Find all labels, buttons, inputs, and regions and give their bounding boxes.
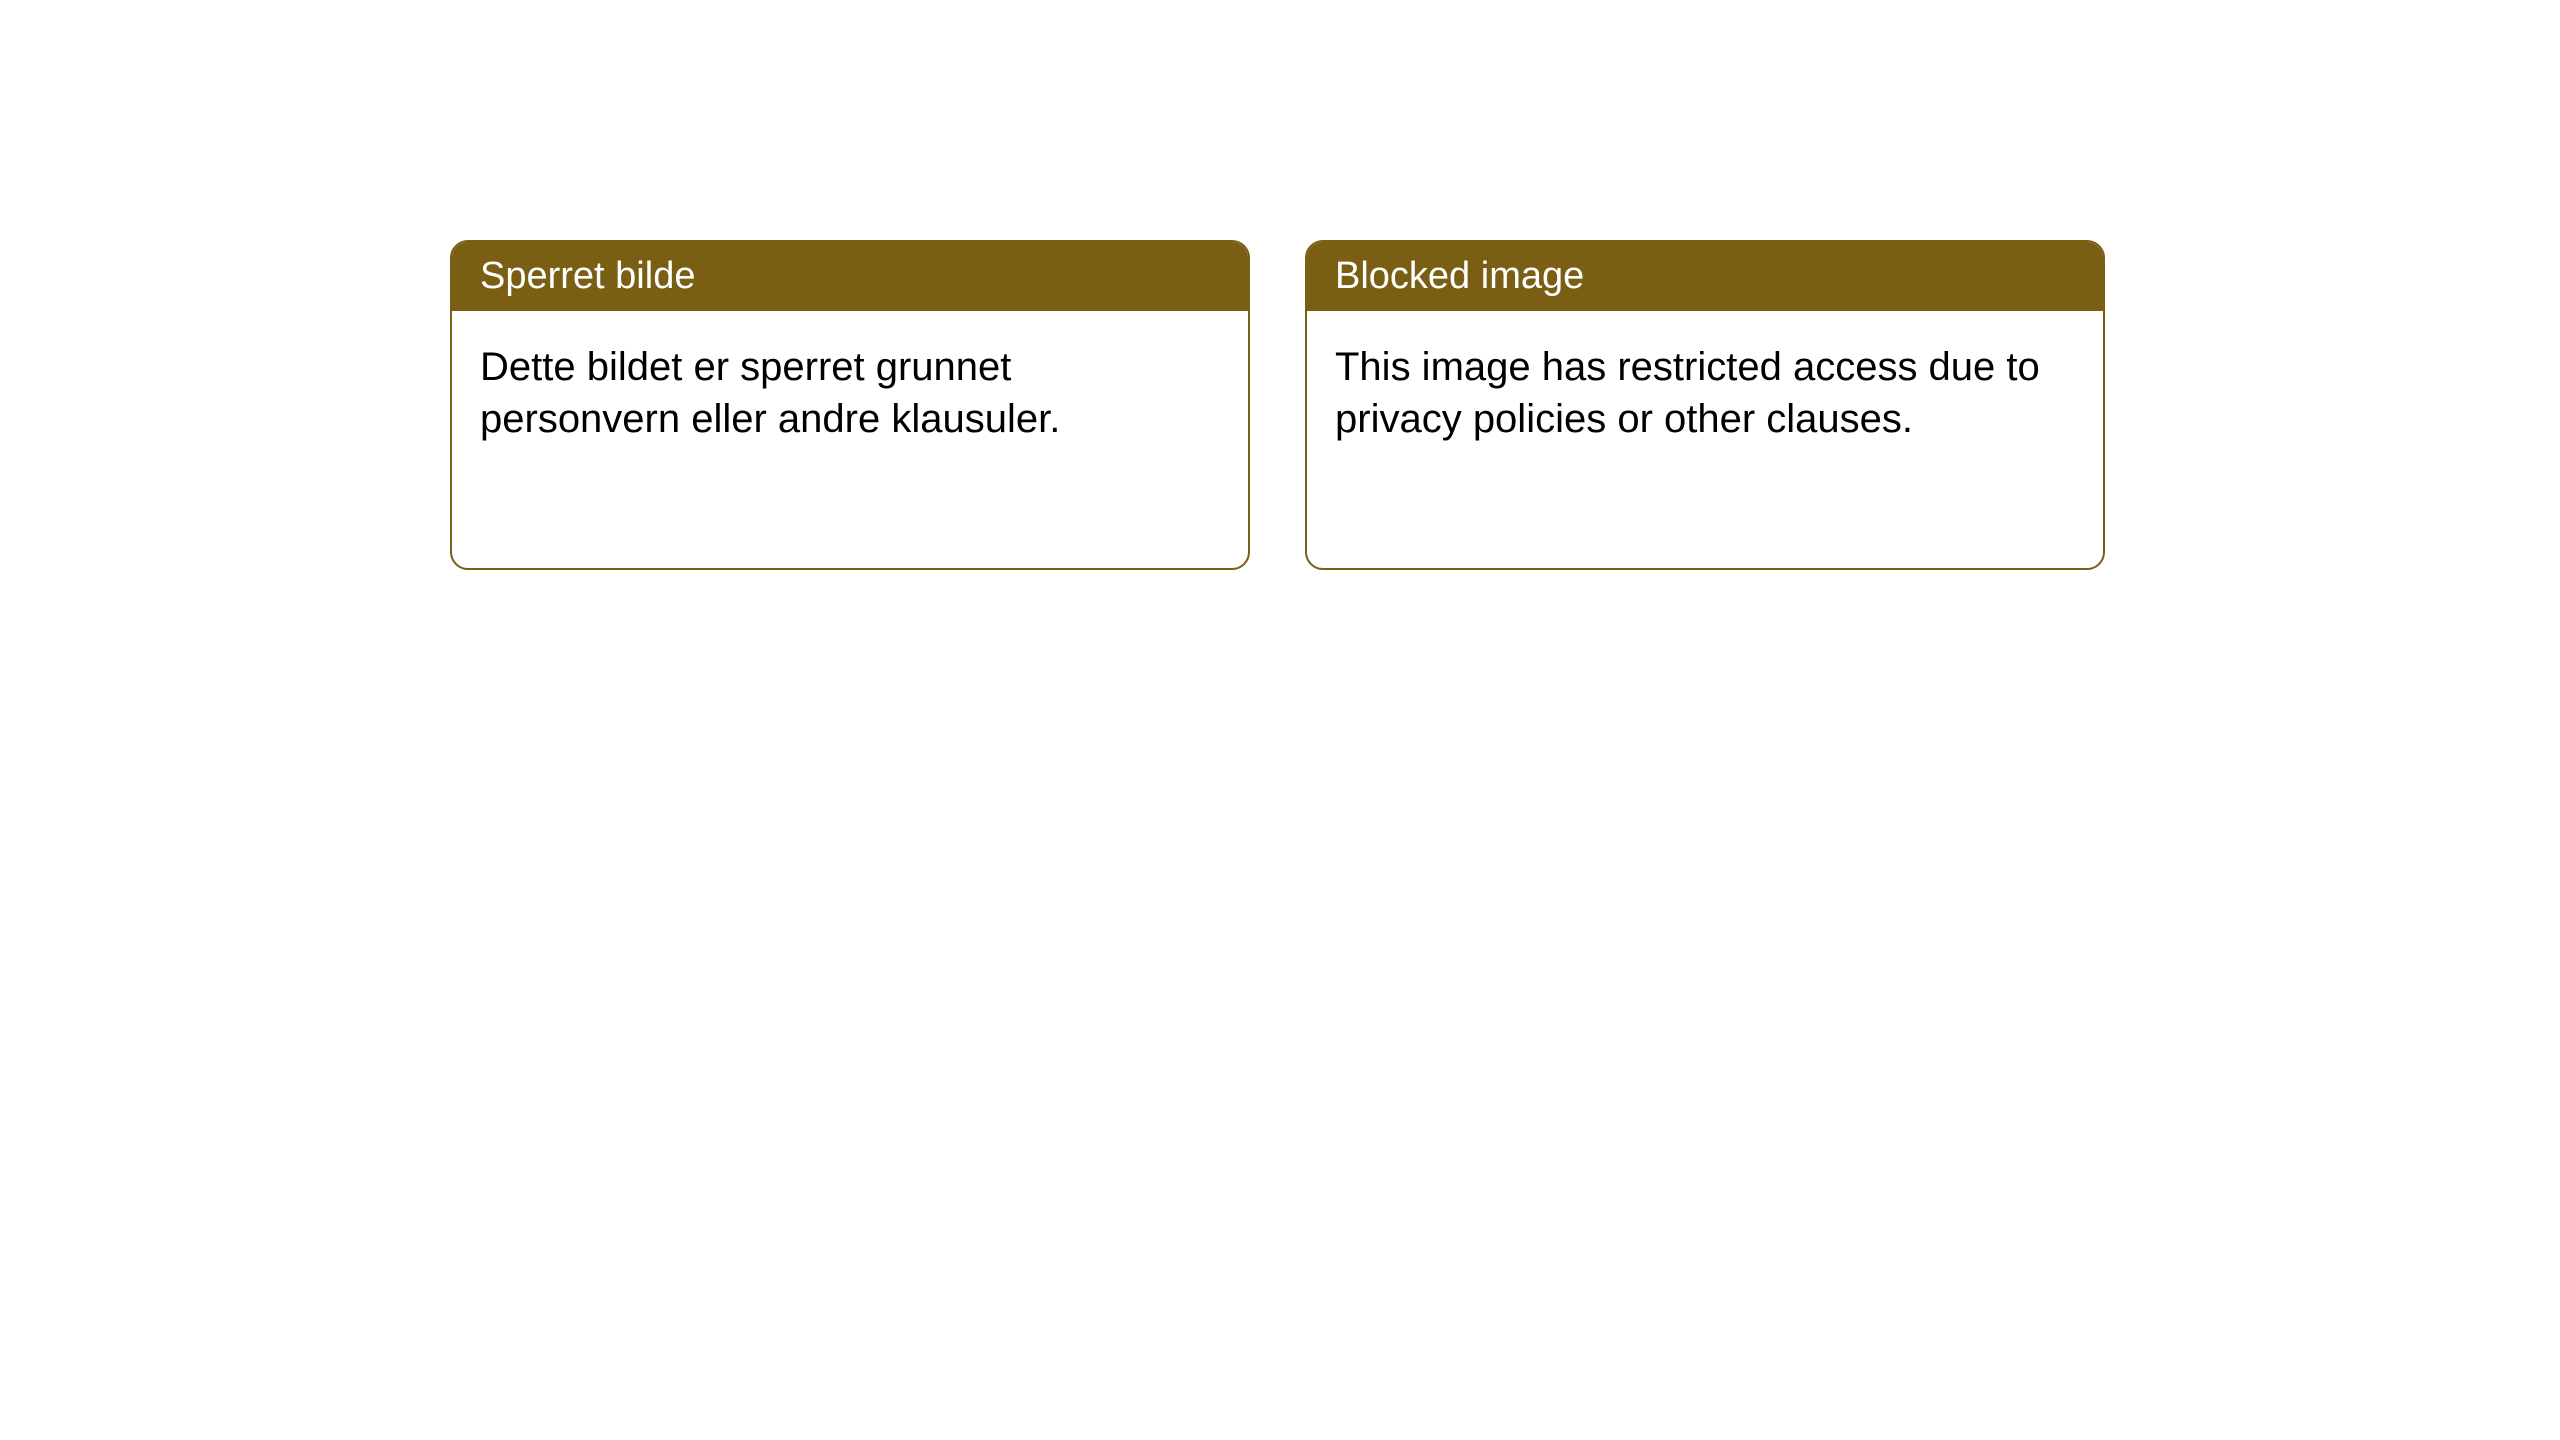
- notice-body-text: Dette bildet er sperret grunnet personve…: [480, 345, 1060, 441]
- notice-box-norwegian: Sperret bilde Dette bildet er sperret gr…: [450, 240, 1250, 570]
- notice-title: Blocked image: [1335, 255, 1584, 297]
- notice-body: This image has restricted access due to …: [1307, 311, 2103, 475]
- notices-container: Sperret bilde Dette bildet er sperret gr…: [450, 240, 2105, 570]
- notice-header: Blocked image: [1307, 242, 2103, 311]
- notice-body: Dette bildet er sperret grunnet personve…: [452, 311, 1248, 475]
- notice-body-text: This image has restricted access due to …: [1335, 345, 2040, 441]
- notice-title: Sperret bilde: [480, 255, 695, 297]
- notice-box-english: Blocked image This image has restricted …: [1305, 240, 2105, 570]
- notice-header: Sperret bilde: [452, 242, 1248, 311]
